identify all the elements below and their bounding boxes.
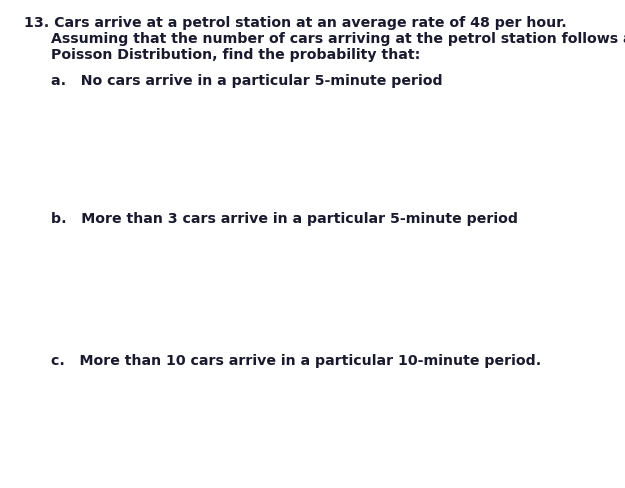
Text: 13. Cars arrive at a petrol station at an average rate of 48 per hour.: 13. Cars arrive at a petrol station at a… (24, 16, 566, 30)
Text: Assuming that the number of cars arriving at the petrol station follows a: Assuming that the number of cars arrivin… (51, 32, 625, 46)
Text: b.   More than 3 cars arrive in a particular 5-minute period: b. More than 3 cars arrive in a particul… (51, 212, 518, 226)
Text: c.   More than 10 cars arrive in a particular 10-minute period.: c. More than 10 cars arrive in a particu… (51, 354, 541, 368)
Text: a.   No cars arrive in a particular 5-minute period: a. No cars arrive in a particular 5-minu… (51, 74, 443, 88)
Text: Poisson Distribution, find the probability that:: Poisson Distribution, find the probabili… (51, 48, 421, 62)
